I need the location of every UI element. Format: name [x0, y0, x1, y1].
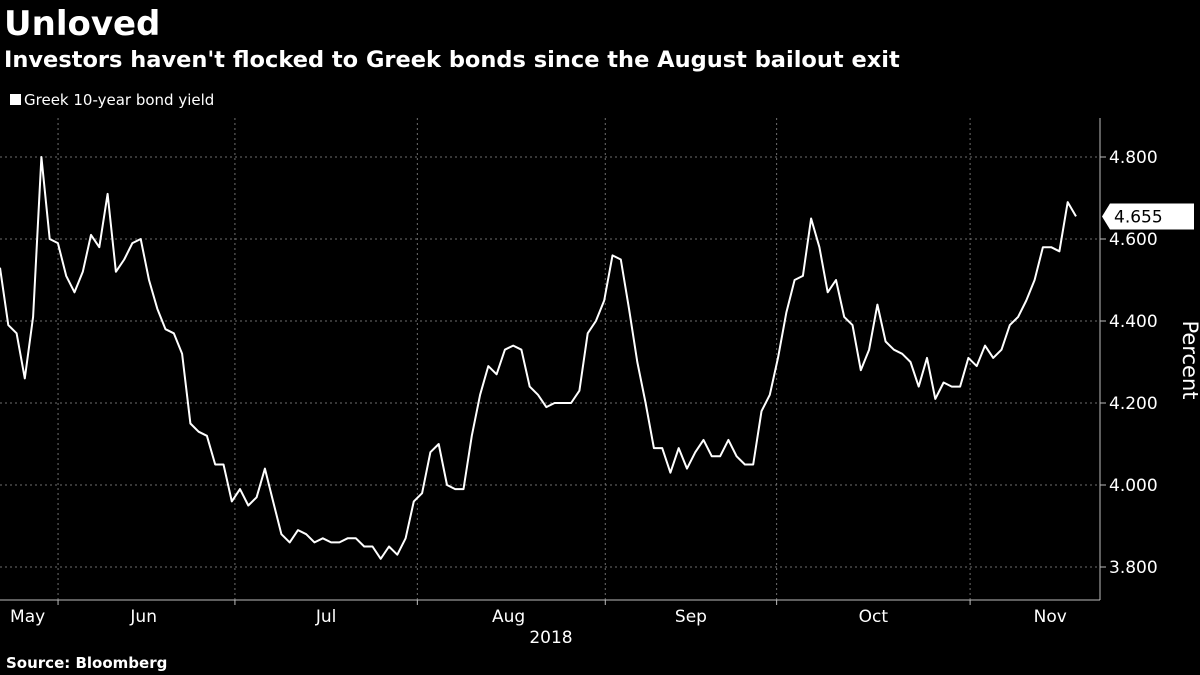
y-tick-label: 4.000	[1109, 476, 1158, 496]
x-axis-year-label: 2018	[529, 628, 572, 648]
y-tick-label: 4.400	[1109, 312, 1158, 332]
last-value-label: 4.655	[1114, 207, 1163, 227]
last-value-badge	[1102, 203, 1194, 230]
y-tick-label: 4.200	[1109, 394, 1158, 414]
x-tick-label: Jul	[315, 607, 337, 627]
y-tick-label: 4.800	[1109, 148, 1158, 168]
y-tick-label: 4.600	[1109, 230, 1158, 250]
y-tick-label: 3.800	[1109, 558, 1158, 578]
y-axis-title: Percent	[1178, 320, 1200, 399]
x-tick-label: Nov	[1034, 607, 1067, 627]
source-note: Source: Bloomberg	[6, 654, 168, 672]
grid-lines	[0, 118, 1100, 600]
x-tick-label: Aug	[492, 607, 525, 627]
labels: 3.800 4.000 4.200 4.400 4.600 4.800 May Jun Jul A…	[10, 148, 1200, 648]
legend-label: Greek 10-year bond yield	[24, 91, 215, 109]
series-layer	[0, 156, 1077, 560]
axes	[0, 118, 1106, 605]
x-tick-label: Jun	[129, 607, 157, 627]
chart-subtitle: Investors haven't flocked to Greek bonds…	[4, 47, 900, 73]
chart-title: Unloved	[4, 4, 161, 44]
x-tick-label: Oct	[859, 607, 889, 627]
legend-swatch	[10, 94, 21, 105]
legend: Greek 10-year bond yield	[10, 90, 214, 110]
x-tick-label: Sep	[675, 607, 707, 627]
x-tick-label: May	[10, 607, 45, 627]
series-line-greek-10y-yield	[0, 156, 1077, 560]
